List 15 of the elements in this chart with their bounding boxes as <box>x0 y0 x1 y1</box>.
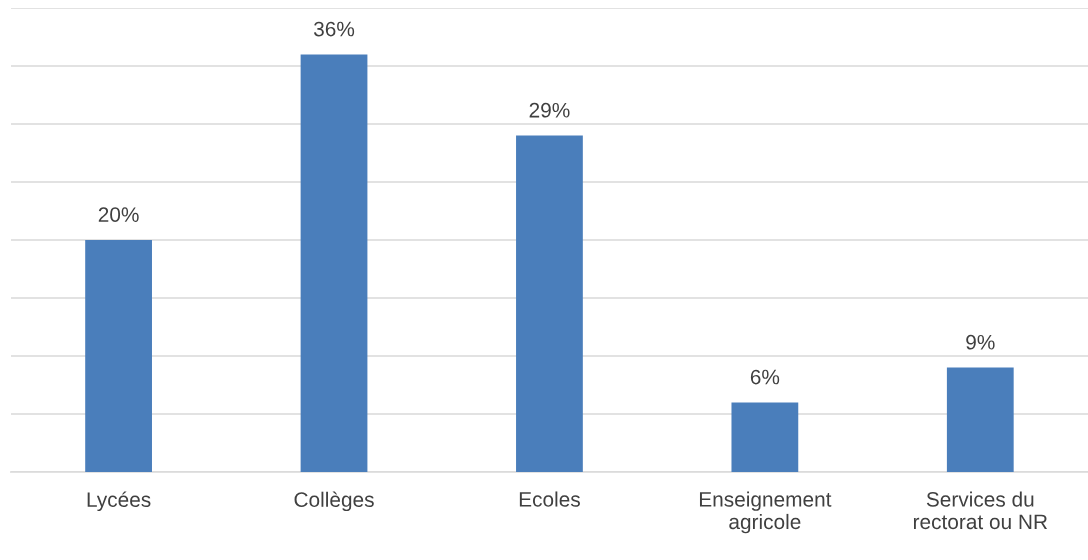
bar <box>300 54 368 472</box>
bar <box>946 367 1014 472</box>
data-label: 20% <box>98 207 139 222</box>
data-label: 29% <box>529 102 570 118</box>
bar <box>731 402 799 472</box>
bar <box>516 135 583 472</box>
bar <box>85 240 152 472</box>
data-label: 6% <box>750 369 780 385</box>
data-label: 36% <box>313 21 355 37</box>
x-tick-label: Services du rectorat ou NR <box>913 491 1048 530</box>
x-tick-label: Ecoles <box>519 491 580 507</box>
data-label: 9% <box>966 334 995 350</box>
x-tick-label: Lycées <box>87 491 151 512</box>
x-tick-label: Enseignement agricole <box>699 491 832 534</box>
x-tick-label: Collèges <box>294 491 374 512</box>
